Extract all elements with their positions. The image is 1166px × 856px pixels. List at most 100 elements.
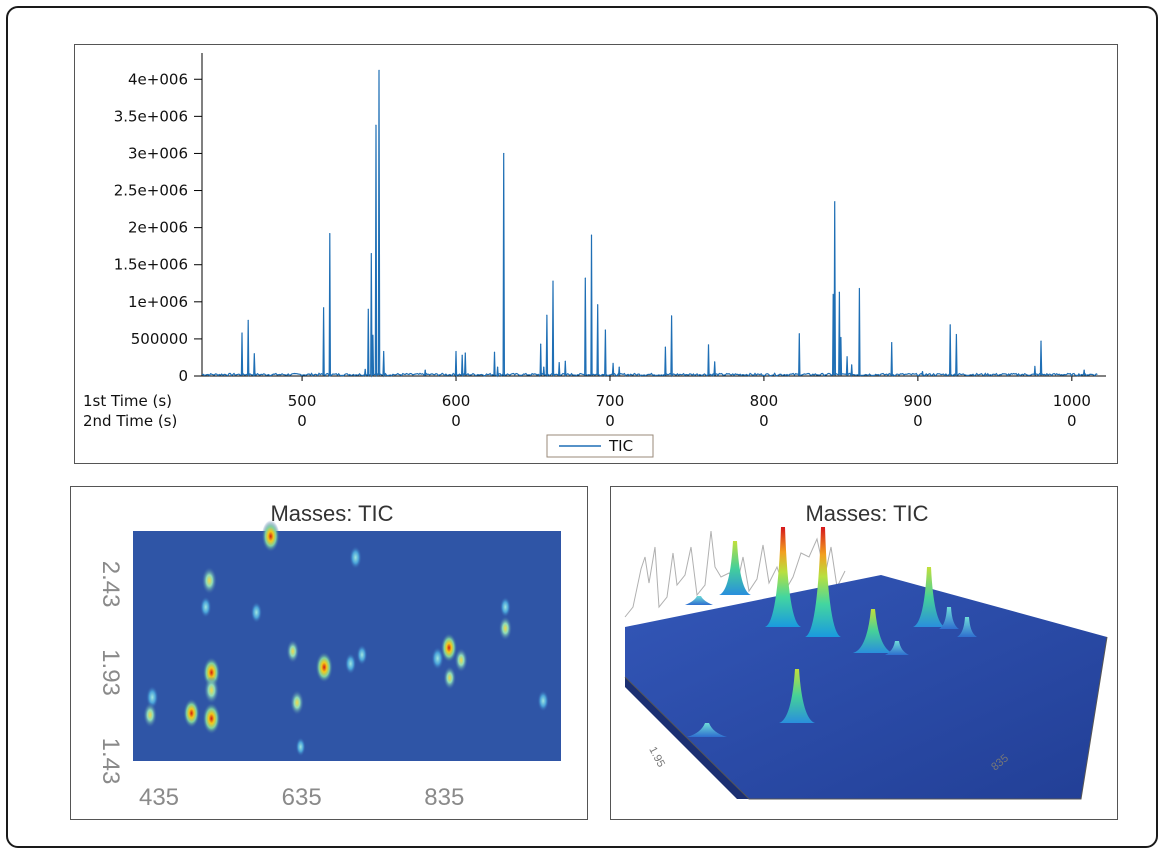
tic-peak-point <box>1040 340 1042 342</box>
tic-peak-point <box>955 333 957 336</box>
y-tick-label: 2e+006 <box>128 219 188 237</box>
heatmap-spot <box>315 651 333 683</box>
tic-peak-point <box>496 366 499 368</box>
tic-chart: 05000001e+0061.5e+0062e+0062.5e+0063e+00… <box>83 53 1106 458</box>
tic-peak-point <box>461 354 463 356</box>
surface-peak <box>719 541 751 595</box>
heatmap-spot <box>202 702 221 735</box>
tic-peak-point <box>851 364 853 366</box>
heatmap-spot <box>499 596 511 618</box>
tic-peak-point <box>558 362 560 364</box>
y-tick-label: 3.5e+006 <box>114 107 188 125</box>
x-tick-label: 0 <box>913 412 923 430</box>
y-tick-label: 0 <box>178 367 188 385</box>
tic-peak-point <box>707 344 710 346</box>
tic-peak-point <box>612 362 614 364</box>
surface-title: Masses: TIC <box>805 501 928 526</box>
heatmap-spot <box>261 520 280 553</box>
x-tick-label: 0 <box>759 412 769 430</box>
tic-peak-point <box>664 346 666 348</box>
surface-axis-tick-y: 1.95 <box>646 745 667 770</box>
x-tick-label: 800 <box>750 392 779 410</box>
surface-plot-panel: Masses: TIC 1.95 835 <box>610 486 1118 820</box>
y-tick-label: 1e+006 <box>128 293 188 311</box>
tic-peak-point <box>503 152 505 155</box>
tic-peak-point <box>546 314 548 316</box>
tic-peak-point <box>838 291 840 293</box>
tic-peak-point <box>840 336 842 339</box>
tic-peak-point <box>543 366 545 368</box>
heatmap-spot <box>498 615 513 641</box>
surface-peak <box>765 527 801 627</box>
heatmap-y-tick-label: 1.43 <box>97 738 124 785</box>
tic-peak-point <box>1034 365 1036 367</box>
tic-chromatogram-panel: 0 500000 1e+006 1.5e+006 2e+006 2.5e+006 3e+00… <box>74 44 1118 464</box>
x-tick-label: 0 <box>451 412 461 430</box>
tic-peak-point <box>798 333 800 335</box>
tic-peak-point <box>464 352 466 354</box>
surface-axis-edge <box>624 636 1108 800</box>
tic-peak-point <box>670 315 673 317</box>
tic-peak-point <box>372 334 374 336</box>
tic-peak-point <box>367 308 369 310</box>
tic-peak-point <box>552 280 554 282</box>
tic-peak-point <box>921 370 924 373</box>
tic-peak-point <box>597 304 599 306</box>
tic-peak-point <box>564 360 566 362</box>
heatmap-spot <box>201 566 218 595</box>
tic-peak-point <box>424 369 426 371</box>
heatmap-x-tick-label: 435 <box>139 784 179 811</box>
tic-peak-point <box>493 351 496 353</box>
heatmap-x-tick-label: 635 <box>282 784 322 811</box>
tic-peak-point <box>834 201 836 203</box>
heatmap-title: Masses: TIC <box>270 501 393 526</box>
x-axis-row-label: 2nd Time (s) <box>83 412 177 430</box>
x-tick-label: 600 <box>442 392 471 410</box>
x-tick-label: 900 <box>904 392 933 410</box>
x-tick-label: 500 <box>288 392 317 410</box>
heatmap-spot <box>295 737 306 757</box>
heatmap-spot <box>440 632 458 663</box>
tic-peak-point <box>832 293 834 295</box>
heatmap-spot <box>349 545 362 570</box>
tic-peak-point <box>323 307 325 309</box>
x-tick-label: 0 <box>297 412 307 430</box>
heatmap-y-tick-label: 1.93 <box>97 649 124 696</box>
heatmap-spot <box>431 646 444 670</box>
legend: TIC <box>546 434 654 458</box>
x-tick-label: 0 <box>1067 412 1077 430</box>
x-tick-label: 1000 <box>1053 392 1091 410</box>
heatmap-spot <box>203 676 220 705</box>
tic-peak-point <box>375 124 377 126</box>
y-tick-label: 500000 <box>131 330 188 348</box>
heatmap-y-tick-label: 2.43 <box>97 561 124 608</box>
surface-peak <box>685 596 713 605</box>
tic-peak-point <box>590 234 593 236</box>
tic-peak-point <box>247 319 249 321</box>
surface-peak <box>687 723 727 737</box>
surface-peak <box>805 527 841 637</box>
surface-plot: Masses: TIC 1.95 835 <box>624 501 1108 800</box>
tic-peak-point <box>383 350 385 353</box>
tic-peak-point <box>618 366 620 368</box>
tic-peak-point <box>378 69 380 71</box>
y-tick-label: 2.5e+006 <box>114 182 188 200</box>
surface-trace-lines <box>624 530 846 618</box>
heatmap-spot <box>286 639 300 664</box>
heatmap-spot <box>537 690 549 712</box>
heatmap-spot <box>356 644 368 666</box>
x-tick-label: 0 <box>605 412 615 430</box>
tic-peak-point <box>370 252 372 255</box>
surface-peak <box>939 607 959 629</box>
tic-peak-point <box>329 232 331 235</box>
x-tick-label: 700 <box>596 392 625 410</box>
heatmap-spot <box>250 601 263 624</box>
heatmap-spot <box>454 647 468 673</box>
y-tick-label: 4e+006 <box>128 70 188 88</box>
y-tick-label: 1.5e+006 <box>114 256 188 274</box>
surface-peak <box>913 567 945 627</box>
tic-peak-point <box>858 287 860 290</box>
heatmap-x-tick-label: 835 <box>424 784 464 811</box>
tic-peak-point <box>949 324 951 326</box>
heatmap-spot <box>290 689 305 716</box>
